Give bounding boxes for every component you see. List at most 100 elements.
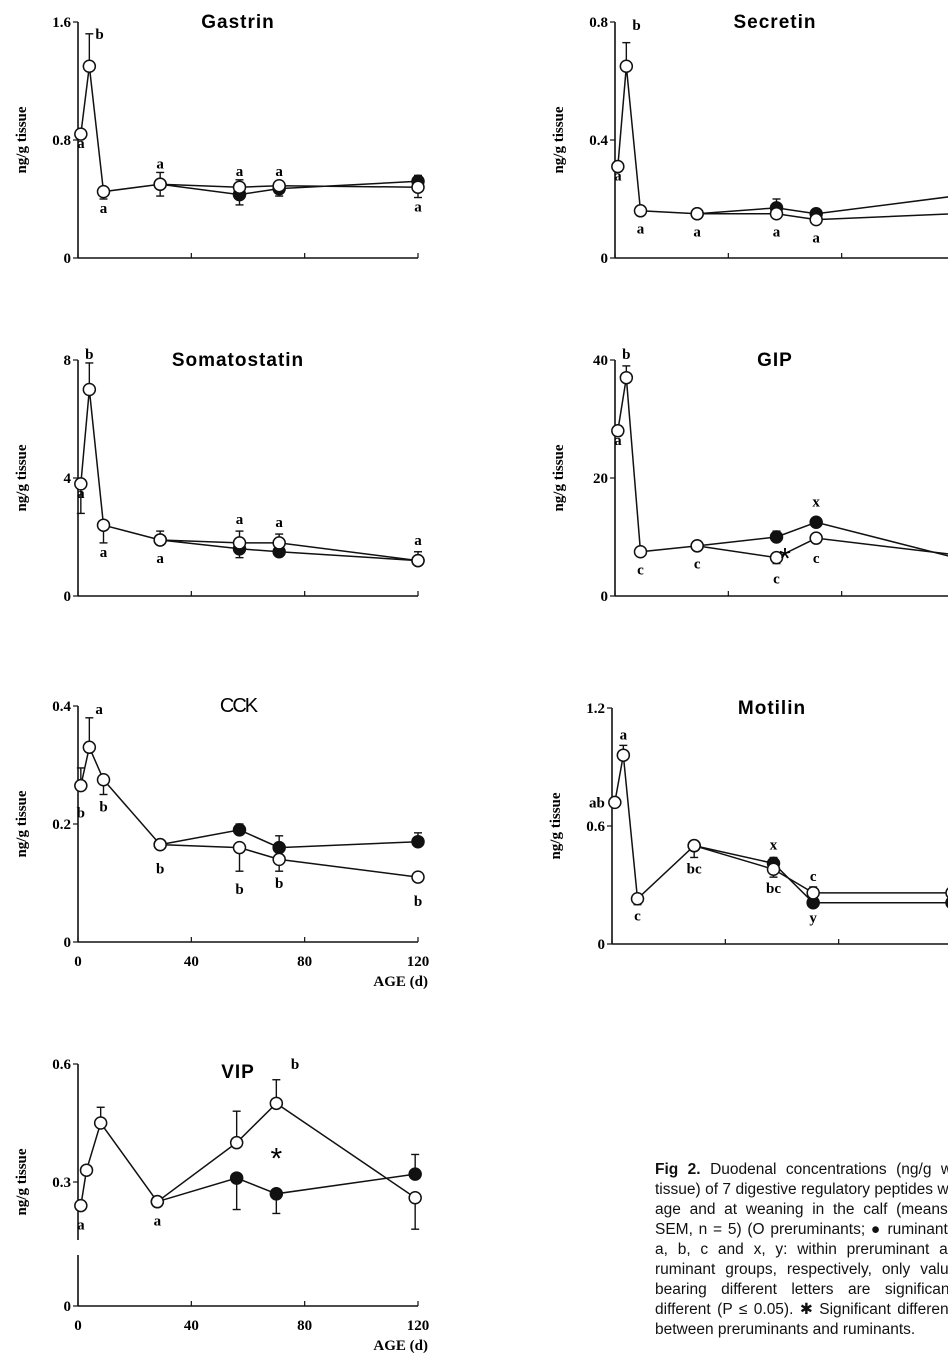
significance-letter: a	[414, 200, 422, 216]
significance-letter: a	[156, 551, 164, 567]
x-tick-label: 0	[74, 954, 82, 970]
y-tick-label: 0.4	[52, 699, 71, 715]
series-line-ruminant	[160, 180, 419, 196]
significance-letter: c	[813, 551, 820, 567]
data-point-ruminant	[411, 834, 425, 849]
y-axis-label: ng/g tissue	[14, 790, 30, 857]
chart-title: Somatostatin	[172, 350, 304, 371]
significance-letter: b	[95, 27, 103, 43]
data-point-preruminant	[153, 533, 167, 547]
significance-letter: b	[632, 18, 640, 34]
significance-letter: ab	[589, 795, 605, 811]
significance-letter: b	[85, 347, 93, 363]
series-line-preruminant	[80, 744, 419, 878]
data-point-preruminant	[82, 59, 97, 73]
significance-letter: b	[414, 894, 422, 910]
data-point-preruminant	[630, 892, 645, 906]
series-line-preruminant	[614, 755, 948, 901]
series-line-preruminant	[617, 66, 948, 221]
series-line-ruminant	[160, 539, 419, 562]
significance-letter: a	[620, 727, 628, 743]
data-point-preruminant	[766, 862, 781, 877]
y-tick-label: 0.3	[52, 1175, 71, 1191]
series-line-ruminant	[697, 196, 948, 215]
y-tick-label: 0	[601, 589, 609, 605]
data-point-preruminant	[232, 536, 247, 550]
data-point-preruminant	[619, 59, 634, 73]
significance-letter: a	[614, 433, 622, 449]
data-point-preruminant	[269, 1096, 284, 1111]
significance-letter: b	[235, 882, 243, 898]
significance-letter: c	[634, 909, 641, 925]
data-point-preruminant	[229, 1135, 244, 1150]
data-point-preruminant	[96, 773, 111, 787]
x-axis-label: AGE (d)	[373, 1338, 428, 1354]
panel-vip: 0 0.3 0.6 0 40 80 120 VIP ng/g tissue AGE (d) a a b *	[14, 1057, 429, 1354]
y-tick-label: 0.6	[52, 1057, 71, 1073]
data-point-preruminant	[232, 840, 247, 855]
data-point-preruminant	[769, 550, 784, 565]
y-tick-label: 0	[601, 251, 609, 267]
data-point-preruminant	[687, 838, 701, 853]
y-tick-label: 1.2	[586, 701, 605, 717]
x-tick-label: 40	[184, 1318, 199, 1334]
data-point-preruminant	[608, 795, 622, 810]
data-point-preruminant	[611, 424, 625, 438]
significance-letter: c	[810, 869, 817, 885]
data-point-preruminant	[82, 382, 97, 397]
chart-title: Motilin	[738, 698, 806, 719]
data-point-preruminant	[611, 159, 625, 174]
x-tick-label: 120	[407, 954, 430, 970]
significance-letter: a	[100, 201, 108, 217]
caption-text: Duodenal concentrations (ng/g wet tissue…	[655, 1161, 948, 1338]
data-point-preruminant	[806, 886, 820, 900]
series-line-ruminant	[157, 1173, 416, 1203]
significance-letter: c	[637, 563, 644, 579]
significance-letter: b	[99, 799, 107, 815]
data-point-preruminant	[96, 518, 111, 532]
data-point-preruminant	[633, 545, 648, 559]
significance-letter: a	[275, 515, 283, 531]
significance-letter: a	[95, 702, 103, 718]
significance-letter: a	[77, 486, 85, 502]
data-point-preruminant	[809, 212, 823, 227]
data-point-preruminant	[232, 180, 247, 194]
significance-letter: c	[694, 557, 701, 573]
y-tick-label: 20	[593, 471, 608, 487]
significance-letter: b	[622, 347, 630, 363]
data-point-preruminant	[74, 477, 88, 491]
x-axis-label: AGE (d)	[373, 974, 428, 990]
data-point-preruminant	[153, 177, 167, 191]
data-point-ruminant	[232, 823, 247, 837]
y-tick-label: 0.8	[589, 15, 608, 31]
significance-letter: x	[770, 838, 778, 854]
significance-letter: b	[156, 861, 164, 877]
y-axis-label: ng/g tissue	[14, 1148, 30, 1215]
y-tick-label: 0.8	[52, 133, 71, 149]
data-point-preruminant	[272, 852, 286, 867]
data-point-ruminant	[229, 1171, 244, 1185]
significance-letter: a	[414, 533, 422, 549]
chart-title: CCK	[220, 695, 259, 717]
y-axis-label: ng/g tissue	[14, 106, 30, 173]
significance-letter: a	[154, 1214, 162, 1230]
caption-prefix: Fig 2.	[655, 1161, 701, 1178]
x-tick-label: 120	[407, 1318, 430, 1334]
series-line-ruminant	[697, 521, 948, 557]
series-line-ruminant	[694, 844, 948, 904]
y-tick-label: 0.2	[52, 817, 71, 833]
data-point-preruminant	[93, 1116, 108, 1130]
significance-letter: bc	[687, 861, 702, 877]
significance-letter: a	[77, 136, 85, 152]
series-line-preruminant	[80, 66, 419, 193]
chart-title: VIP	[221, 1062, 255, 1083]
y-tick-label: 0	[64, 1299, 72, 1315]
data-point-preruminant	[74, 778, 88, 793]
significance-letter: a	[236, 164, 244, 180]
data-point-preruminant	[150, 1194, 165, 1209]
x-tick-label: 80	[297, 954, 312, 970]
y-axis-label: ng/g tissue	[14, 444, 30, 511]
significance-asterisk: *	[779, 543, 791, 576]
series-line-preruminant	[80, 389, 419, 562]
